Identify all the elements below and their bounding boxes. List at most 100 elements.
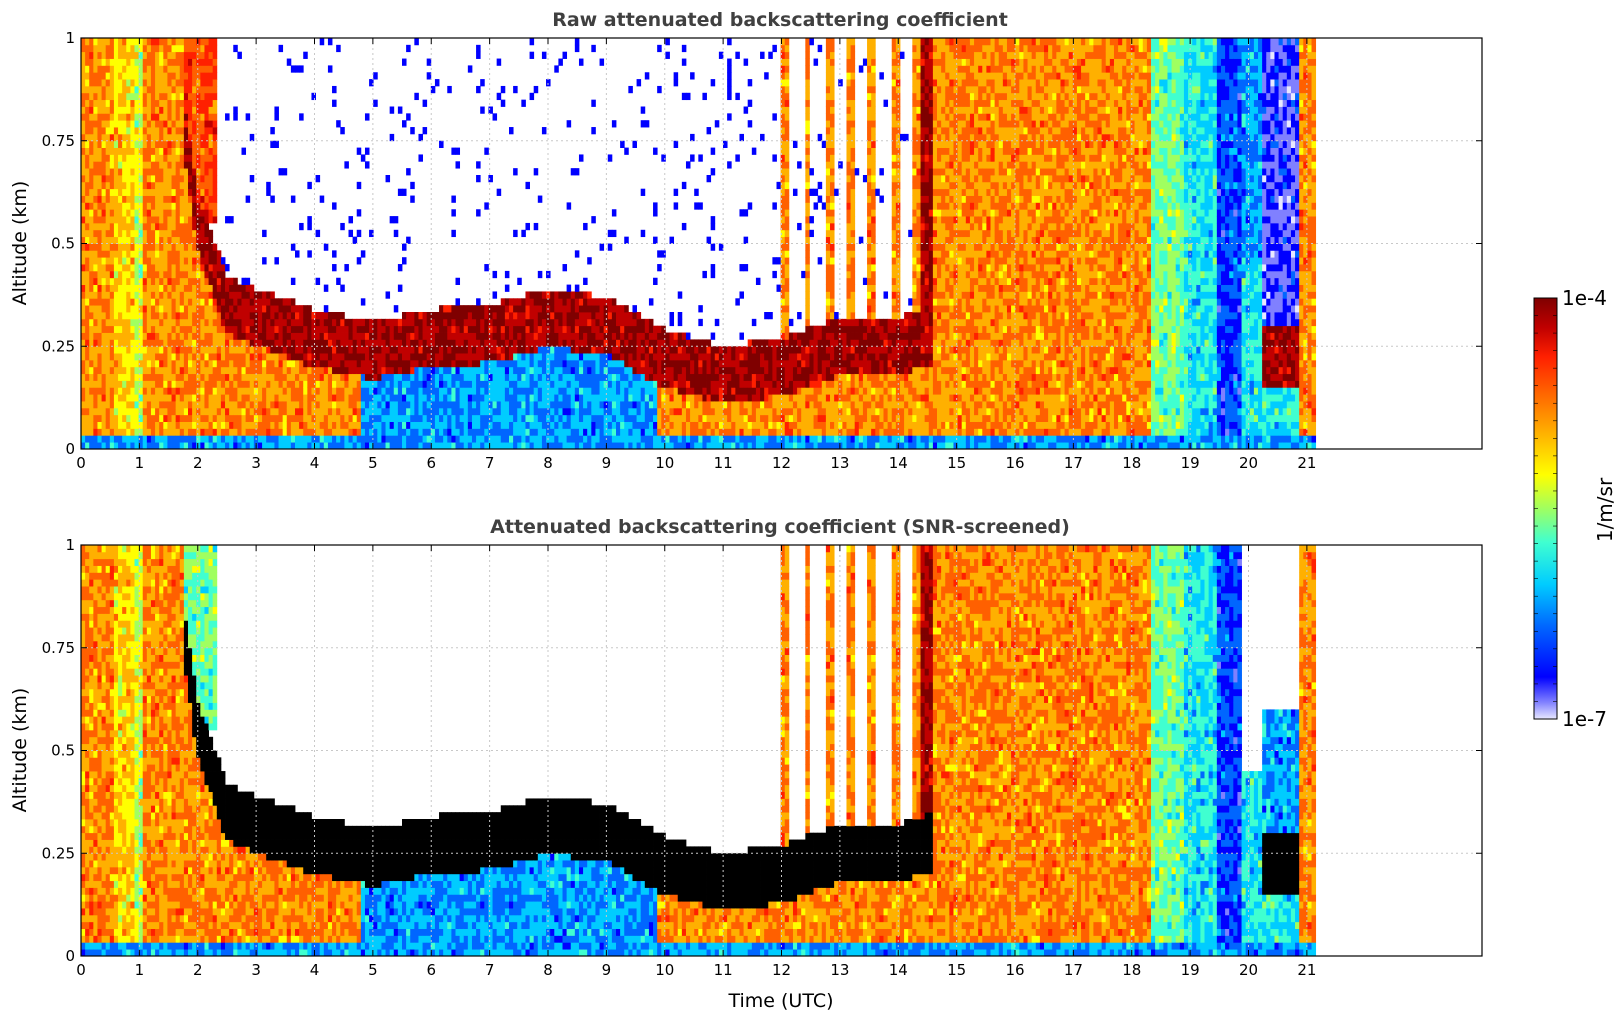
heat-cell: [176, 134, 181, 141]
heat-cell: [93, 415, 98, 422]
heat-cell: [213, 134, 218, 141]
heat-cell: [155, 168, 160, 175]
heat-cell: [126, 120, 131, 127]
heat-cell: [135, 161, 140, 168]
heat-cell: [204, 168, 209, 175]
heat-cell: [204, 161, 209, 168]
heat-cell: [130, 107, 135, 114]
heat-cell: [209, 435, 214, 442]
heat-cell: [97, 353, 102, 360]
heat-cell: [209, 65, 214, 72]
heat-cell: [184, 141, 189, 148]
heat-cell: [209, 141, 214, 148]
heat-cell: [106, 65, 111, 72]
heat-cell: [188, 360, 193, 367]
heat-cell: [167, 196, 172, 203]
heat-cell: [184, 257, 189, 264]
heat-cell: [147, 312, 152, 319]
heat-cell: [163, 326, 168, 333]
heat-cell: [204, 291, 209, 298]
heat-cell: [85, 154, 90, 161]
heat-cell: [151, 394, 156, 401]
heat-cell: [89, 38, 94, 45]
heat-cell: [110, 408, 115, 415]
heat-cell: [155, 100, 160, 107]
heat-cell: [167, 168, 172, 175]
heat-cell: [126, 408, 131, 415]
heat-cell: [114, 339, 119, 346]
heat-cell: [118, 435, 123, 442]
heat-cell: [155, 175, 160, 182]
heat-cell: [172, 113, 177, 120]
heat-cell: [130, 319, 135, 326]
heat-cell: [188, 408, 193, 415]
heat-cell: [126, 278, 131, 285]
heat-cell: [200, 141, 205, 148]
heat-cell: [213, 127, 218, 134]
heat-cell: [159, 196, 164, 203]
heat-cell: [147, 305, 152, 312]
heat-cell: [106, 161, 111, 168]
heat-cell: [209, 244, 214, 251]
heat-cell: [89, 52, 94, 59]
heat-cell: [135, 216, 140, 223]
heat-cell: [213, 189, 218, 196]
heat-cell: [143, 305, 148, 312]
heat-cell: [85, 107, 90, 114]
heat-cell: [204, 65, 209, 72]
heat-cell: [159, 394, 164, 401]
heat-cell: [204, 346, 209, 353]
heat-cell: [159, 175, 164, 182]
heat-cell: [147, 394, 152, 401]
heat-cell: [159, 360, 164, 367]
heat-cell: [188, 93, 193, 100]
heat-cell: [89, 113, 94, 120]
heat-cell: [147, 59, 152, 66]
heat-cell: [188, 387, 193, 394]
heat-cell: [122, 134, 127, 141]
heat-cell: [110, 209, 115, 216]
heat-cell: [172, 374, 177, 381]
heat-cell: [147, 428, 152, 435]
heat-cell: [110, 312, 115, 319]
heat-cell: [126, 319, 131, 326]
heat-cell: [192, 59, 197, 66]
heat-cell: [163, 333, 168, 340]
heat-cell: [110, 79, 115, 86]
heat-cell: [200, 244, 205, 251]
heat-cell: [184, 86, 189, 93]
heat-cell: [126, 107, 131, 114]
heat-cell: [184, 291, 189, 298]
heat-cell: [110, 346, 115, 353]
heat-cell: [188, 278, 193, 285]
heat-cell: [143, 291, 148, 298]
heat-cell: [163, 244, 168, 251]
heat-cell: [151, 120, 156, 127]
heat-cell: [180, 353, 185, 360]
heat-cell: [196, 278, 201, 285]
heat-cell: [172, 285, 177, 292]
heat-cell: [118, 257, 123, 264]
heat-cell: [172, 339, 177, 346]
heat-cell: [209, 326, 214, 333]
heat-cell: [204, 120, 209, 127]
heat-cell: [155, 408, 160, 415]
heat-cell: [151, 353, 156, 360]
heat-cell: [172, 257, 177, 264]
heat-cell: [122, 339, 127, 346]
heat-cell: [184, 230, 189, 237]
heat-cell: [147, 86, 152, 93]
heat-cell: [188, 367, 193, 374]
heat-cell: [93, 298, 98, 305]
heat-cell: [106, 319, 111, 326]
heat-cell: [176, 113, 181, 120]
heat-cell: [130, 394, 135, 401]
heat-cell: [176, 230, 181, 237]
heat-cell: [159, 209, 164, 216]
heat-cell: [155, 367, 160, 374]
heat-cell: [188, 428, 193, 435]
heat-cell: [126, 154, 131, 161]
heat-cell: [204, 127, 209, 134]
heat-cell: [196, 168, 201, 175]
heat-cell: [97, 435, 102, 442]
